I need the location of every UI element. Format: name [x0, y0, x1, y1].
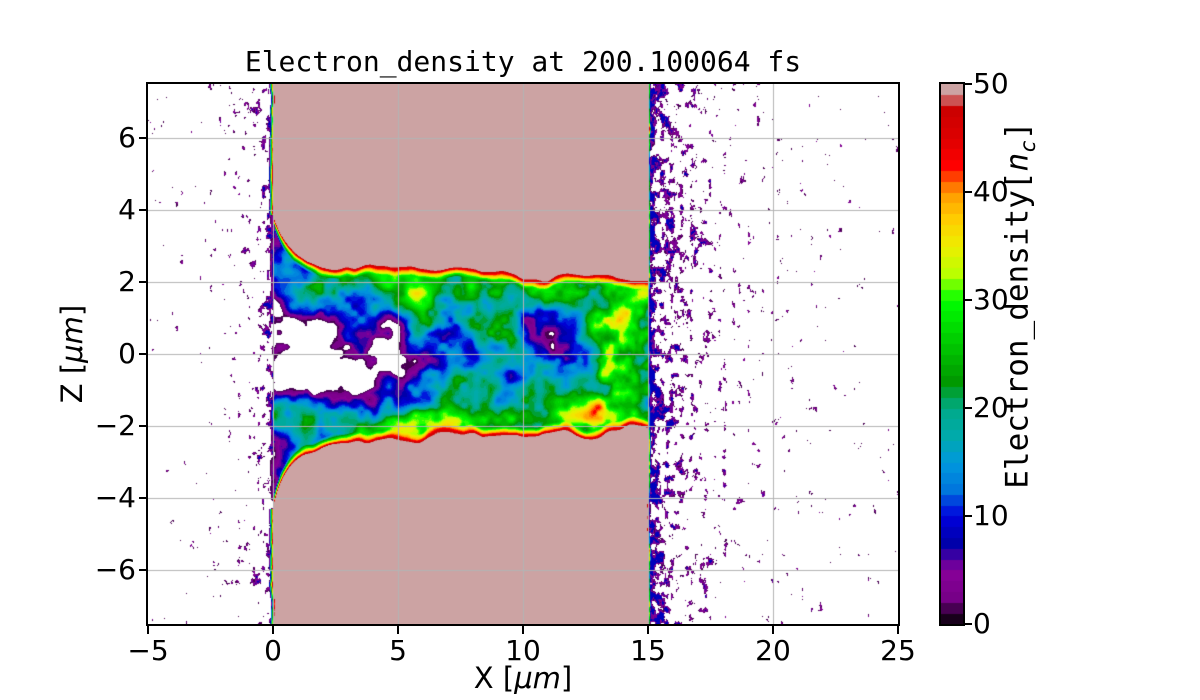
x-tick-label: 0: [264, 634, 282, 667]
x-tick-mark: [272, 626, 274, 634]
colorbar-tick-label: 50: [973, 67, 1009, 100]
x-axis-unit: μm: [514, 661, 561, 695]
x-tick-mark: [522, 626, 524, 634]
x-tick-label: 25: [880, 634, 916, 667]
y-tick-mark: [139, 497, 146, 499]
colorbar-tick-label: 40: [973, 175, 1009, 208]
x-axis-label-text: X [: [473, 661, 515, 695]
y-tick-mark: [139, 569, 146, 571]
y-tick-label: 2: [118, 265, 136, 298]
x-tick-label: 5: [389, 634, 407, 667]
colorbar-tick-label: 20: [973, 391, 1009, 424]
y-axis-unit: μm: [55, 316, 89, 363]
y-tick-label: 4: [118, 193, 136, 226]
x-tick-mark: [897, 626, 899, 634]
y-tick-label: 0: [118, 337, 136, 370]
contour-plot-canvas: [148, 84, 898, 624]
y-axis-label-text: Z [: [55, 362, 89, 404]
x-tick-mark: [397, 626, 399, 634]
y-tick-label: 6: [118, 121, 136, 154]
colorbar-label-sub: c: [1015, 140, 1041, 153]
x-tick-mark: [647, 626, 649, 634]
x-tick-label: 15: [630, 634, 666, 667]
x-tick-label: 20: [755, 634, 791, 667]
y-tick-mark: [139, 281, 146, 283]
axes-frame: [146, 82, 900, 626]
colorbar-label-close: ]: [999, 121, 1036, 141]
y-axis-label-close: ]: [55, 304, 89, 317]
colorbar-tick-label: 10: [973, 499, 1009, 532]
colorbar-tick-mark: [965, 83, 972, 85]
colorbar-label-text: Electron_density[: [999, 171, 1036, 489]
colorbar-frame: [939, 82, 965, 626]
x-tick-mark: [772, 626, 774, 634]
y-tick-mark: [139, 137, 146, 139]
y-tick-mark: [139, 209, 146, 211]
y-tick-label: −4: [94, 481, 136, 514]
y-tick-label: −6: [94, 553, 136, 586]
colorbar-tick-label: 30: [973, 283, 1009, 316]
colorbar-tick-mark: [965, 515, 972, 517]
x-tick-label: −5: [127, 634, 169, 667]
y-tick-label: −2: [94, 409, 136, 442]
colorbar-tick-label: 0: [973, 607, 991, 640]
colorbar-label-var: n: [999, 152, 1036, 172]
x-tick-mark: [147, 626, 149, 634]
y-tick-mark: [139, 353, 146, 355]
x-tick-label: 10: [505, 634, 541, 667]
colorbar-tick-mark: [965, 299, 972, 301]
y-tick-mark: [139, 425, 146, 427]
colorbar-canvas: [941, 84, 963, 624]
colorbar-tick-mark: [965, 407, 972, 409]
colorbar-tick-mark: [965, 623, 972, 625]
x-axis-label: X [μm]: [148, 661, 898, 695]
plot-title: Electron_density at 200.100064 fs: [244, 45, 802, 78]
x-axis-label-close: ]: [560, 661, 573, 695]
colorbar-tick-mark: [965, 191, 972, 193]
